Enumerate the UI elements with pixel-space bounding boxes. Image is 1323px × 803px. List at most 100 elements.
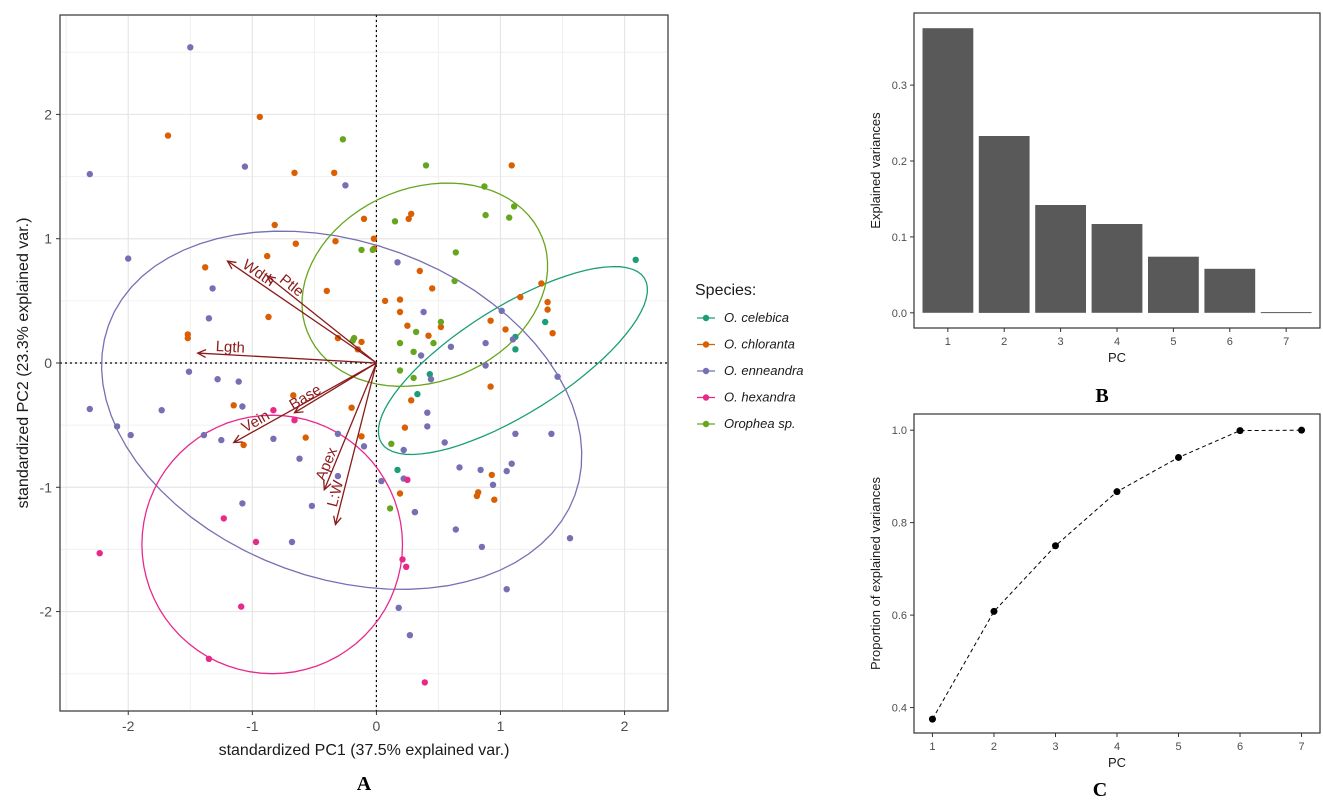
data-point [430, 339, 437, 347]
data-point [296, 455, 303, 462]
data-point [323, 287, 330, 295]
data-point [487, 383, 494, 390]
data-point [548, 430, 555, 437]
bar [1204, 268, 1256, 313]
tick-label-y: -2 [40, 604, 53, 620]
tick-label-y: 0 [44, 355, 52, 371]
data-point [113, 423, 121, 430]
data-point [214, 376, 221, 383]
cumulative-point [1175, 453, 1183, 461]
data-point [308, 502, 316, 510]
legend-label: O. chloranta [724, 337, 795, 352]
data-point [406, 632, 414, 639]
tick-label-x: 2 [991, 741, 997, 753]
data-point [158, 407, 165, 414]
bar [1091, 224, 1143, 313]
data-point [230, 402, 237, 409]
panel-c-border [913, 413, 1321, 734]
data-point [334, 334, 342, 342]
panel-b: 1 2 3 4 5 6 7 0.0 0.1 0.2 0.3 PC Explained variances… [868, 12, 1321, 407]
data-point [290, 392, 297, 399]
data-point [405, 215, 412, 222]
y-axis-title: standardized PC2 (23.3% explained var.) [15, 218, 32, 509]
data-point [395, 604, 402, 611]
data-point [264, 252, 271, 260]
panel-label-c: C [1093, 779, 1107, 801]
data-point [424, 409, 431, 416]
loading-arrow [233, 362, 377, 444]
data-point [441, 439, 448, 446]
data-point [252, 538, 260, 546]
data-point [396, 367, 404, 374]
legend-key-dot [702, 314, 710, 322]
data-point [265, 313, 272, 321]
tick-label-x: 7 [1298, 741, 1304, 753]
data-point [417, 352, 425, 359]
data-point [403, 563, 410, 570]
tick-label-x: 5 [1175, 741, 1181, 753]
data-point [452, 526, 459, 533]
data-point [394, 259, 401, 266]
data-point [481, 183, 488, 190]
data-point [475, 489, 482, 496]
data-point [358, 338, 365, 346]
data-point [538, 280, 545, 287]
data-point [381, 297, 389, 305]
data-point [488, 471, 495, 479]
data-point [510, 203, 518, 210]
tick-label-y: -1 [40, 479, 53, 495]
tick-label-x: 4 [1114, 336, 1120, 348]
data-point [334, 430, 342, 437]
x-axis-title: PC [1108, 755, 1126, 770]
tick-label-y: 1 [44, 231, 52, 247]
data-point [86, 170, 94, 178]
loading-arrow [323, 362, 378, 491]
data-point [477, 466, 484, 474]
data-point [348, 404, 355, 411]
tick-label-x: 1 [945, 336, 951, 348]
tick-label-x: 1 [497, 718, 505, 734]
data-point [302, 434, 309, 441]
legend-key-dot [702, 420, 710, 428]
ellipse-orophea-sp- [301, 182, 549, 387]
tick-label-x: 6 [1237, 741, 1243, 753]
data-point [425, 332, 432, 339]
data-point [396, 308, 404, 316]
data-point [411, 508, 419, 516]
loading-arrow [227, 260, 377, 364]
data-point [404, 476, 411, 483]
data-point [270, 435, 277, 442]
data-point [437, 323, 445, 331]
tick-label-x: 3 [1058, 336, 1064, 348]
cumulative-point [928, 715, 936, 723]
data-point [241, 163, 249, 170]
arrowhead [226, 260, 237, 270]
loading-label: Lgth [215, 338, 245, 357]
data-point [358, 246, 365, 254]
data-point [517, 293, 524, 301]
tick-label-x: -1 [246, 718, 259, 734]
arrowhead [232, 434, 243, 444]
loading-arrow [334, 362, 378, 525]
data-point [396, 339, 404, 347]
data-point [187, 44, 194, 51]
data-point [549, 330, 556, 337]
data-point [360, 443, 368, 450]
arrowhead [196, 348, 207, 358]
data-point [360, 215, 368, 222]
cumulative-line [932, 429, 1302, 720]
data-point [350, 334, 358, 342]
data-point [369, 246, 376, 254]
data-point [125, 255, 132, 262]
data-point [410, 348, 417, 355]
data-point [410, 374, 417, 382]
data-point [482, 339, 489, 347]
data-point [370, 235, 378, 242]
data-point [185, 368, 193, 375]
legend-label: O. hexandra [724, 390, 796, 405]
data-point [420, 308, 427, 316]
tick-label-y: 0.1 [892, 232, 907, 244]
y-axis-title: Proportion of explained variances [868, 477, 883, 670]
data-point [386, 505, 394, 512]
tick-label-x: 1 [929, 741, 935, 753]
